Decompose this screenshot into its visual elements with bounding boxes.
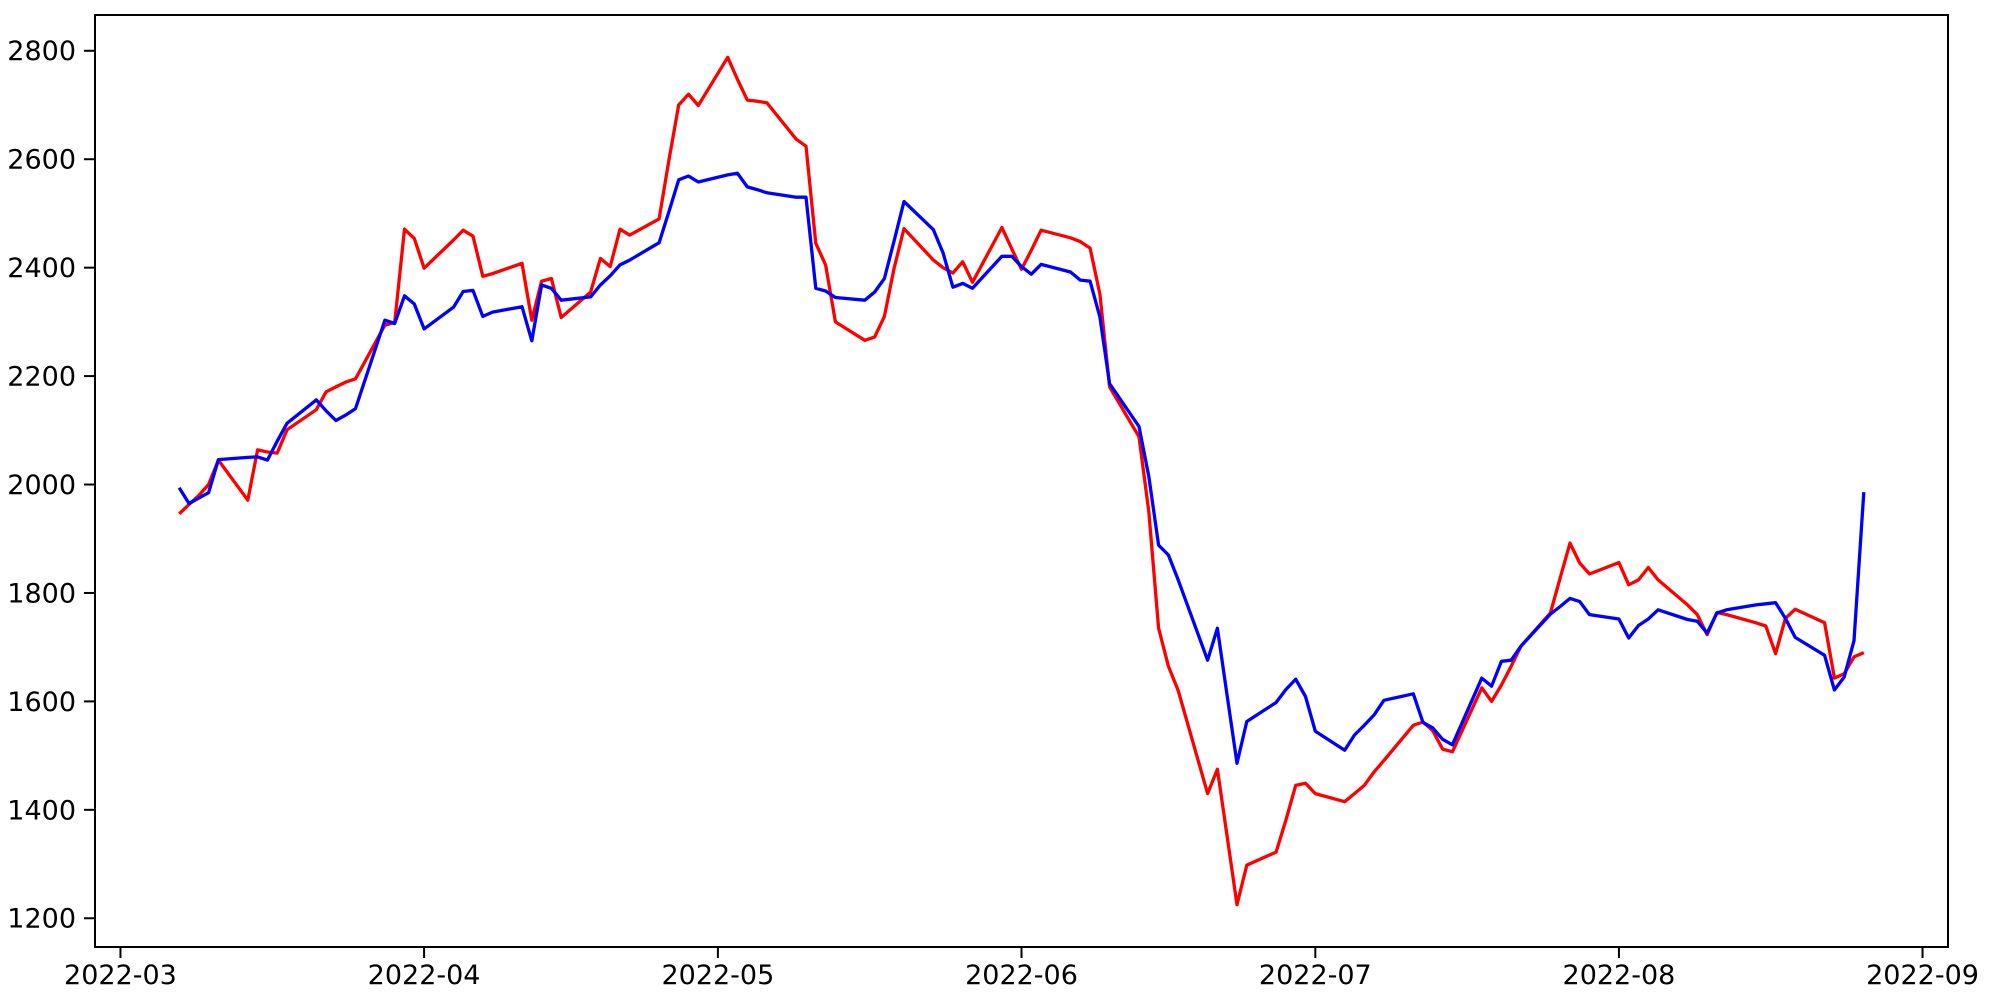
y-tick-label: 2800 — [7, 36, 76, 67]
blue-series-line — [177, 171, 1866, 765]
y-tick-label: 2000 — [7, 470, 76, 501]
axes-frame — [94, 14, 1949, 948]
y-tick-label: 2400 — [7, 253, 76, 284]
y-tick-label: 1600 — [7, 687, 76, 718]
x-tick-label: 2022-06 — [965, 960, 1078, 991]
y-tick-label: 1200 — [7, 904, 76, 935]
y-tick-label: 2200 — [7, 362, 76, 393]
x-tick-label: 2022-08 — [1563, 960, 1676, 991]
red-series-line — [178, 55, 1865, 907]
x-tick-label: 2022-07 — [1259, 960, 1372, 991]
y-tick-label: 1400 — [7, 795, 76, 826]
y-tick-label: 2600 — [7, 145, 76, 176]
x-tick-label: 2022-09 — [1866, 960, 1979, 991]
x-tick-label: 2022-03 — [64, 960, 177, 991]
y-tick-label: 1800 — [7, 578, 76, 609]
x-tick-label: 2022-04 — [368, 960, 481, 991]
x-tick-label: 2022-05 — [661, 960, 774, 991]
plot-area — [95, 15, 1948, 947]
